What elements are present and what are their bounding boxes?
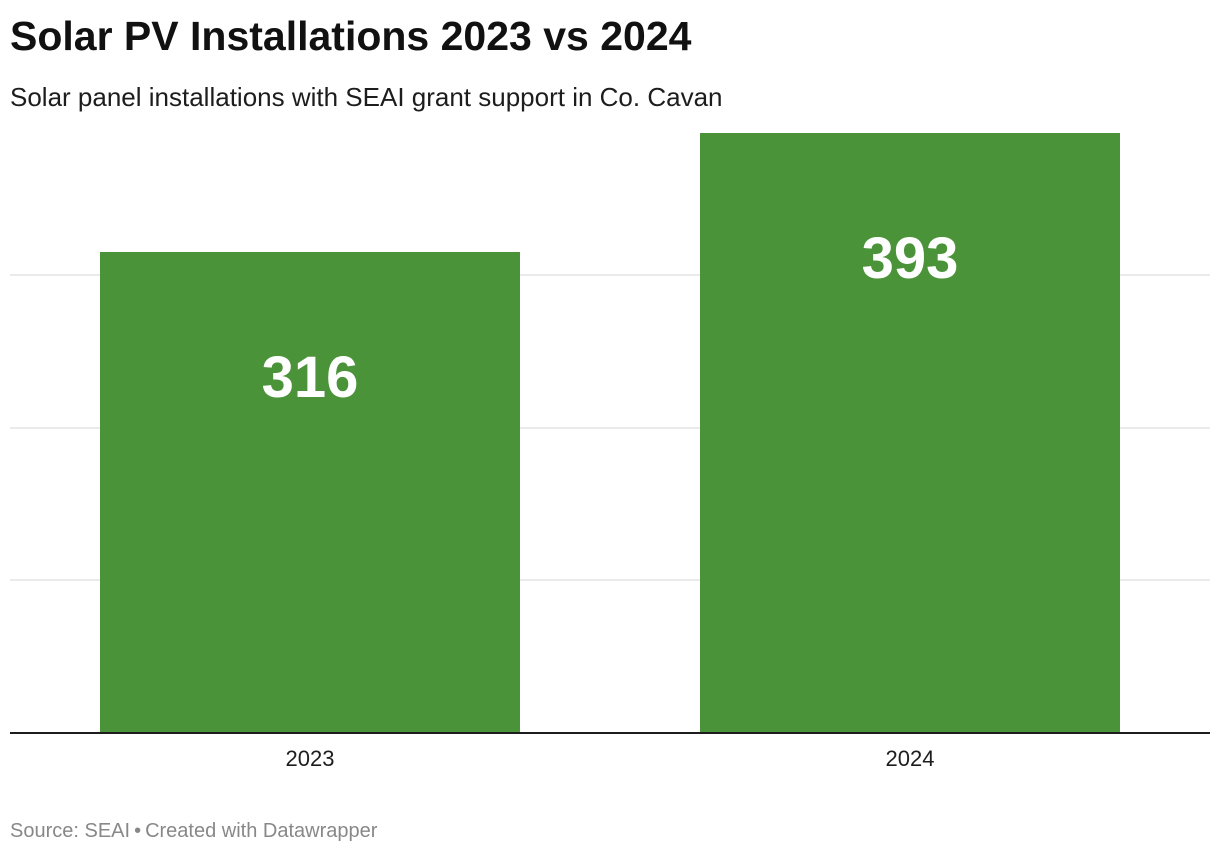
credit-label: Created with Datawrapper: [145, 820, 378, 842]
value-label-2024: 393: [862, 226, 959, 291]
source-label: Source: SEAI: [10, 820, 131, 842]
value-label-2023: 316: [262, 345, 359, 410]
x-axis-labels: 2023 2024: [286, 746, 935, 771]
bar-chart: 316 393 2023 2024: [10, 133, 1210, 771]
chart-subtitle: Solar panel installations with SEAI gran…: [10, 82, 723, 112]
bar-2023: [100, 252, 520, 733]
chart-title: Solar PV Installations 2023 vs 2024: [10, 13, 692, 59]
x-tick-label-2024: 2024: [886, 746, 935, 771]
bar-2024: [700, 133, 1120, 733]
x-tick-label-2023: 2023: [286, 746, 335, 771]
footer-separator: •: [134, 820, 142, 842]
bars: 316 393: [100, 133, 1120, 733]
footer: Source: SEAI • Created with Datawrapper: [10, 818, 377, 844]
